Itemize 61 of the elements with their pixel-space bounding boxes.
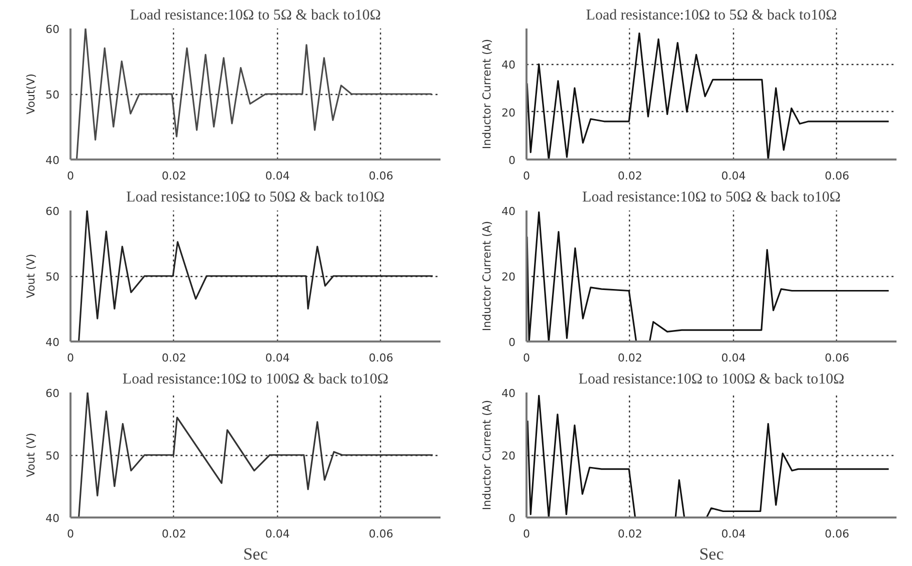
x-tick-label: 0 <box>67 352 74 364</box>
y-tick-label: 20 <box>502 450 516 462</box>
y-tick-label: 40 <box>46 512 60 525</box>
x-tick-label: 0.06 <box>368 528 394 540</box>
y-tick-label: 20 <box>502 106 516 120</box>
y-tick-label: 40 <box>502 205 516 218</box>
y-tick-label: 0 <box>508 154 516 167</box>
x-tick-label: 0.06 <box>824 352 850 364</box>
y-tick-label: 60 <box>46 387 60 400</box>
line-series <box>526 211 890 342</box>
line-series <box>526 394 890 518</box>
chart-title: Load resistance:10Ω to 100Ω & back to10Ω <box>122 372 388 388</box>
x-tick-label: 0.04 <box>265 170 290 182</box>
chart-title: Load resistance:10Ω to 50Ω & back to10Ω <box>126 190 385 206</box>
y-tick-label: 40 <box>46 154 60 167</box>
y-axis-title: Inductor Current (A) <box>480 220 494 332</box>
x-tick-label: 0 <box>523 352 530 364</box>
x-tick-label: 0.04 <box>265 352 290 364</box>
y-axis-title: Vout(V) <box>24 74 38 114</box>
x-tick-label: 0 <box>523 170 530 182</box>
y-tick-label: 40 <box>502 387 516 400</box>
y-tick-label: 50 <box>46 88 60 102</box>
y-tick-label: 0 <box>508 336 516 349</box>
y-tick-label: 40 <box>46 336 60 349</box>
x-tick-label: 0 <box>67 170 74 182</box>
chart-title: Load resistance:10Ω to 50Ω & back to10Ω <box>582 190 841 206</box>
x-tick-label: 0.02 <box>618 170 642 182</box>
y-axis-title: Vout (V) <box>24 432 38 478</box>
y-tick-label: 50 <box>46 450 60 462</box>
line-series <box>78 210 434 342</box>
chart-title: Load resistance:10Ω to 5Ω & back to10Ω <box>586 8 837 24</box>
y-tick-label: 60 <box>46 205 60 218</box>
y-tick-label: 20 <box>502 270 516 284</box>
x-tick-label: 0.06 <box>824 170 850 182</box>
y-axis-title: Inductor Current (A) <box>480 400 494 510</box>
x-tick-label: 0 <box>67 528 74 540</box>
x-tick-label: 0.04 <box>265 528 290 540</box>
x-tick-label: 0.04 <box>721 170 746 182</box>
x-tick-label: 0.02 <box>618 352 642 364</box>
x-tick-label: 0.02 <box>162 352 186 364</box>
y-tick-label: 50 <box>46 270 60 284</box>
chart-title: Load resistance:10Ω to 100Ω & back to10Ω <box>578 372 844 388</box>
x-axis-title: Sec <box>243 544 268 564</box>
x-tick-label: 0.02 <box>162 170 186 182</box>
x-tick-label: 0.06 <box>824 528 850 540</box>
line-series <box>526 32 890 160</box>
x-tick-label: 0.04 <box>721 528 746 540</box>
chart-title: Load resistance:10Ω to 5Ω & back to10Ω <box>130 8 381 24</box>
y-tick-label: 0 <box>508 512 516 525</box>
y-axis-title: Inductor Current (A) <box>480 38 494 150</box>
x-tick-label: 0.02 <box>162 528 186 540</box>
y-tick-label: 60 <box>46 23 60 36</box>
x-tick-label: 0.06 <box>368 352 394 364</box>
y-tick-label: 40 <box>502 58 516 72</box>
line-series <box>76 28 433 160</box>
x-axis-title: Sec <box>699 544 724 564</box>
y-axis-title: Vout (V) <box>24 254 38 298</box>
x-tick-label: 0.02 <box>618 528 642 540</box>
x-tick-label: 0.04 <box>721 352 746 364</box>
x-tick-label: 0 <box>523 528 530 540</box>
x-tick-label: 0.06 <box>368 170 394 182</box>
